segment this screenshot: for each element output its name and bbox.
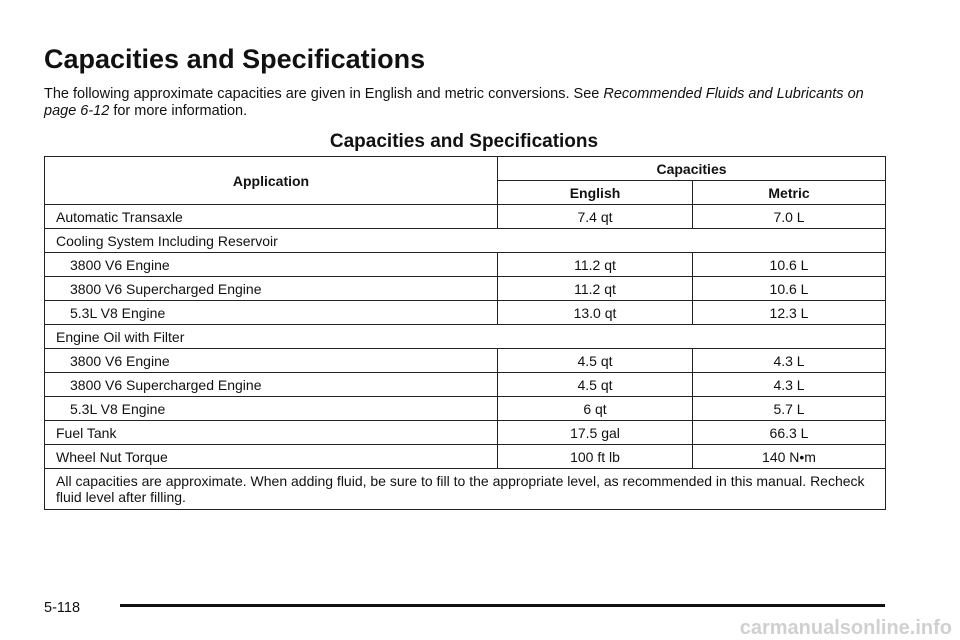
english-value: 17.5 gal [497, 420, 693, 445]
table-row: 5.3L V8 Engine 13.0 qt 12.3 L [44, 300, 887, 325]
table-row: Fuel Tank 17.5 gal 66.3 L [44, 420, 887, 445]
section-row: Engine Oil with Filter [43, 324, 887, 349]
metric-value: 4.3 L [691, 372, 887, 397]
english-value: 7.4 qt [497, 204, 693, 229]
page-title: Capacities and Specifications [44, 44, 426, 74]
metric-value: 66.3 L [691, 420, 887, 445]
english-value: 4.5 qt [497, 348, 693, 373]
english-value: 11.2 qt [497, 252, 693, 277]
english-value: 13.0 qt [497, 300, 693, 325]
spec-table: Application Capacities English Metric Auto… [43, 156, 887, 510]
row-label: 3800 V6 Engine [44, 252, 498, 277]
table-row: 5.3L V8 Engine 6 qt 5.7 L [44, 396, 887, 421]
row-label: Automatic Transaxle [44, 204, 498, 229]
table-row: Automatic Transaxle 7.4 qt 7.0 L [44, 204, 887, 229]
section-row: Cooling System Including Reservoir [43, 228, 887, 253]
col-header: Application [44, 156, 498, 205]
metric-value: 5.7 L [691, 396, 887, 421]
col-header: English [497, 180, 693, 205]
row-label: 5.3L V8 Engine [44, 396, 498, 421]
metric-value: 10.6 L [691, 252, 887, 277]
intro-link[interactable]: Recommended Fluids and Lubricants on pag… [44, 86, 864, 119]
row-label: 3800 V6 Supercharged Engine [44, 276, 498, 301]
table-note: All capacities are approximate. When add… [43, 468, 887, 510]
intro-after: for more information. [109, 103, 248, 119]
english-value: 4.5 qt [497, 372, 693, 397]
metric-value: 7.0 L [691, 204, 887, 229]
metric-value: 140 N•m [691, 444, 887, 469]
metric-value: 12.3 L [691, 300, 887, 325]
col-header: Capacities [496, 156, 887, 181]
row-label: 3800 V6 Engine [44, 348, 498, 373]
table-row: 3800 V6 Supercharged Engine 11.2 qt 10.6 L [44, 276, 887, 301]
row-label: 5.3L V8 Engine [44, 300, 498, 325]
intro-text: The following approximate capacities are… [44, 86, 604, 102]
row-label: Wheel Nut Torque [44, 444, 498, 469]
table-row: Wheel Nut Torque 100 ft lb 140 N•m [44, 444, 887, 469]
section-label: Engine Oil with Filter [43, 324, 887, 349]
intro: The following approximate capacities are… [44, 86, 884, 120]
english-value: 11.2 qt [497, 276, 693, 301]
table-row: 3800 V6 Supercharged Engine 4.5 qt 4.3 L [44, 372, 887, 397]
note-row: All capacities are approximate. When add… [43, 468, 887, 510]
page-number: 5-118 [44, 600, 81, 616]
table-row: 3800 V6 Engine 11.2 qt 10.6 L [44, 252, 887, 277]
metric-value: 4.3 L [691, 348, 887, 373]
row-label: Fuel Tank [44, 420, 498, 445]
col-header: Metric [691, 180, 887, 205]
metric-value: 10.6 L [691, 276, 887, 301]
table-row: 3800 V6 Engine 4.5 qt 4.3 L [44, 348, 887, 373]
section-label: Cooling System Including Reservoir [43, 228, 887, 253]
watermark: carmanualsonline.info [739, 617, 952, 639]
english-value: 6 qt [497, 396, 693, 421]
english-value: 100 ft lb [497, 444, 693, 469]
row-label: 3800 V6 Supercharged Engine [44, 372, 498, 397]
footer-rule [120, 604, 885, 607]
table-title: Capacities and Specifications [329, 131, 599, 152]
